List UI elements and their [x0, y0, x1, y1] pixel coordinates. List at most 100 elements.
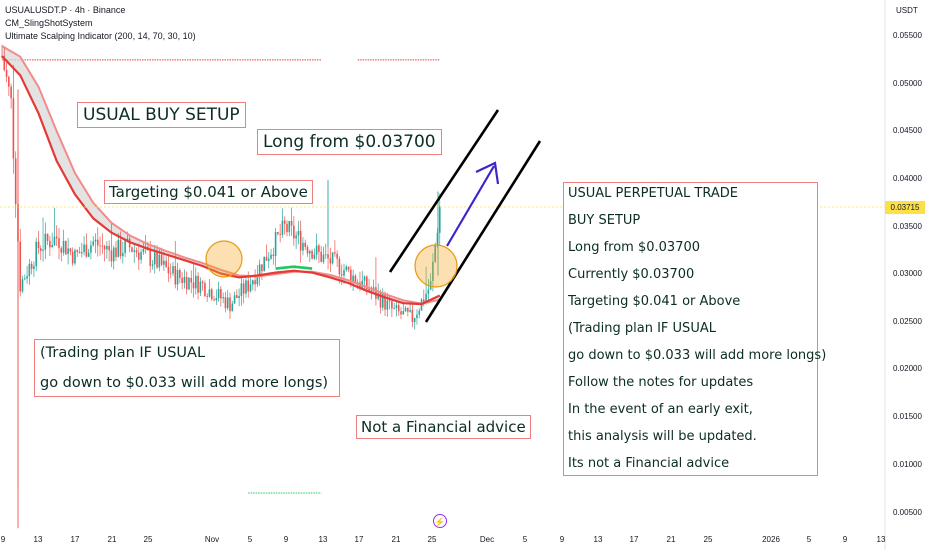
candle — [65, 240, 67, 256]
candle — [263, 256, 265, 272]
candle — [35, 237, 37, 272]
candle — [395, 301, 398, 317]
candle — [302, 237, 304, 256]
candle — [69, 247, 72, 256]
candle — [131, 246, 133, 253]
candle — [206, 293, 208, 302]
candle — [140, 248, 142, 264]
x-tick-label: 17 — [629, 535, 639, 544]
y-tick-label: 0.01000 — [893, 460, 922, 469]
candle — [404, 305, 407, 313]
candle — [185, 271, 188, 295]
candle — [101, 233, 104, 254]
candle — [156, 245, 158, 270]
currency-label: USDT — [896, 6, 918, 15]
buy-setup-label[interactable]: USUAL BUY SETUP — [77, 102, 246, 128]
long-from-label[interactable]: Long from $0.03700 — [257, 129, 442, 155]
candle — [163, 251, 165, 272]
candle — [338, 256, 341, 284]
candle — [53, 207, 56, 247]
x-tick-label: Dec — [479, 535, 495, 544]
candle — [381, 288, 384, 311]
x-tick-label: 25 — [703, 535, 713, 544]
x-tick-label: 25 — [427, 535, 437, 544]
candle — [315, 233, 318, 260]
candle — [190, 270, 193, 294]
channel-lower-line[interactable] — [424, 140, 542, 323]
x-tick-label: 25 — [143, 535, 153, 544]
candle — [375, 257, 377, 306]
candle — [297, 221, 300, 245]
candle — [5, 61, 8, 83]
candle — [39, 245, 42, 261]
candle — [81, 242, 83, 258]
candle — [313, 248, 316, 260]
candle — [112, 245, 115, 270]
candle — [42, 217, 44, 262]
candle — [299, 220, 302, 263]
candle — [361, 270, 364, 290]
highlight-circle-right[interactable] — [414, 244, 458, 288]
x-tick-label: 17 — [354, 535, 364, 544]
trade-info-box[interactable]: USUAL PERPETUAL TRADE BUY SETUP Long fro… — [563, 182, 826, 476]
candle — [293, 216, 295, 246]
y-tick-label: 0.02000 — [893, 364, 922, 373]
candle — [122, 241, 124, 264]
candle — [274, 228, 277, 267]
info-line: BUY SETUP — [568, 213, 641, 228]
candle — [208, 278, 211, 298]
candle — [320, 245, 322, 263]
lightning-icon[interactable]: ⚡ — [433, 514, 447, 528]
candle — [295, 231, 297, 249]
x-tick-label: 17 — [70, 535, 80, 544]
candle — [12, 64, 15, 174]
candle — [427, 278, 430, 304]
candle — [192, 262, 195, 298]
y-tick-label: 0.04000 — [893, 174, 922, 183]
y-tick-label: 0.05500 — [893, 31, 922, 40]
candle — [327, 245, 329, 270]
candle — [347, 266, 350, 273]
candle — [245, 275, 247, 298]
candle — [242, 279, 245, 304]
info-line: Targeting $0.041 or Above — [568, 294, 741, 309]
candle — [222, 292, 224, 304]
candle — [265, 244, 268, 261]
candle — [336, 250, 338, 267]
candle — [290, 207, 293, 236]
candle — [252, 279, 254, 291]
disclaimer-label[interactable]: Not a Financial advice — [356, 415, 531, 439]
x-tick-label: 9 — [283, 535, 289, 544]
ema-bullish-segment — [275, 265, 313, 270]
candle — [240, 274, 243, 306]
targeting-label[interactable]: Targeting $0.041 or Above — [104, 180, 313, 204]
y-tick-label: 0.00500 — [893, 508, 922, 517]
candle — [281, 208, 284, 238]
trading-plan-box[interactable]: (Trading plan IF USUAL go down to $0.033… — [34, 339, 340, 397]
candle — [188, 276, 190, 291]
candle — [407, 307, 409, 317]
candle — [19, 228, 22, 297]
candle — [363, 275, 366, 291]
candle — [277, 231, 279, 236]
candle — [345, 264, 348, 272]
candle — [416, 309, 418, 325]
x-tick-label: Nov — [204, 535, 220, 544]
candle — [425, 266, 427, 305]
candle — [331, 252, 334, 265]
y-tick-label: 0.03000 — [893, 269, 922, 278]
candle — [30, 261, 33, 275]
candle — [434, 242, 436, 263]
candle — [172, 262, 174, 277]
highlight-circle-left[interactable] — [205, 240, 243, 278]
x-tick-label: 9 — [0, 535, 6, 544]
candle — [160, 247, 163, 267]
x-tick-label: 13 — [876, 535, 886, 544]
candle — [83, 236, 85, 256]
candle — [413, 317, 416, 330]
y-tick-label: 0.05000 — [893, 79, 922, 88]
candle — [418, 308, 421, 319]
target-arrow[interactable] — [446, 161, 500, 247]
channel-upper-line[interactable] — [388, 109, 500, 273]
